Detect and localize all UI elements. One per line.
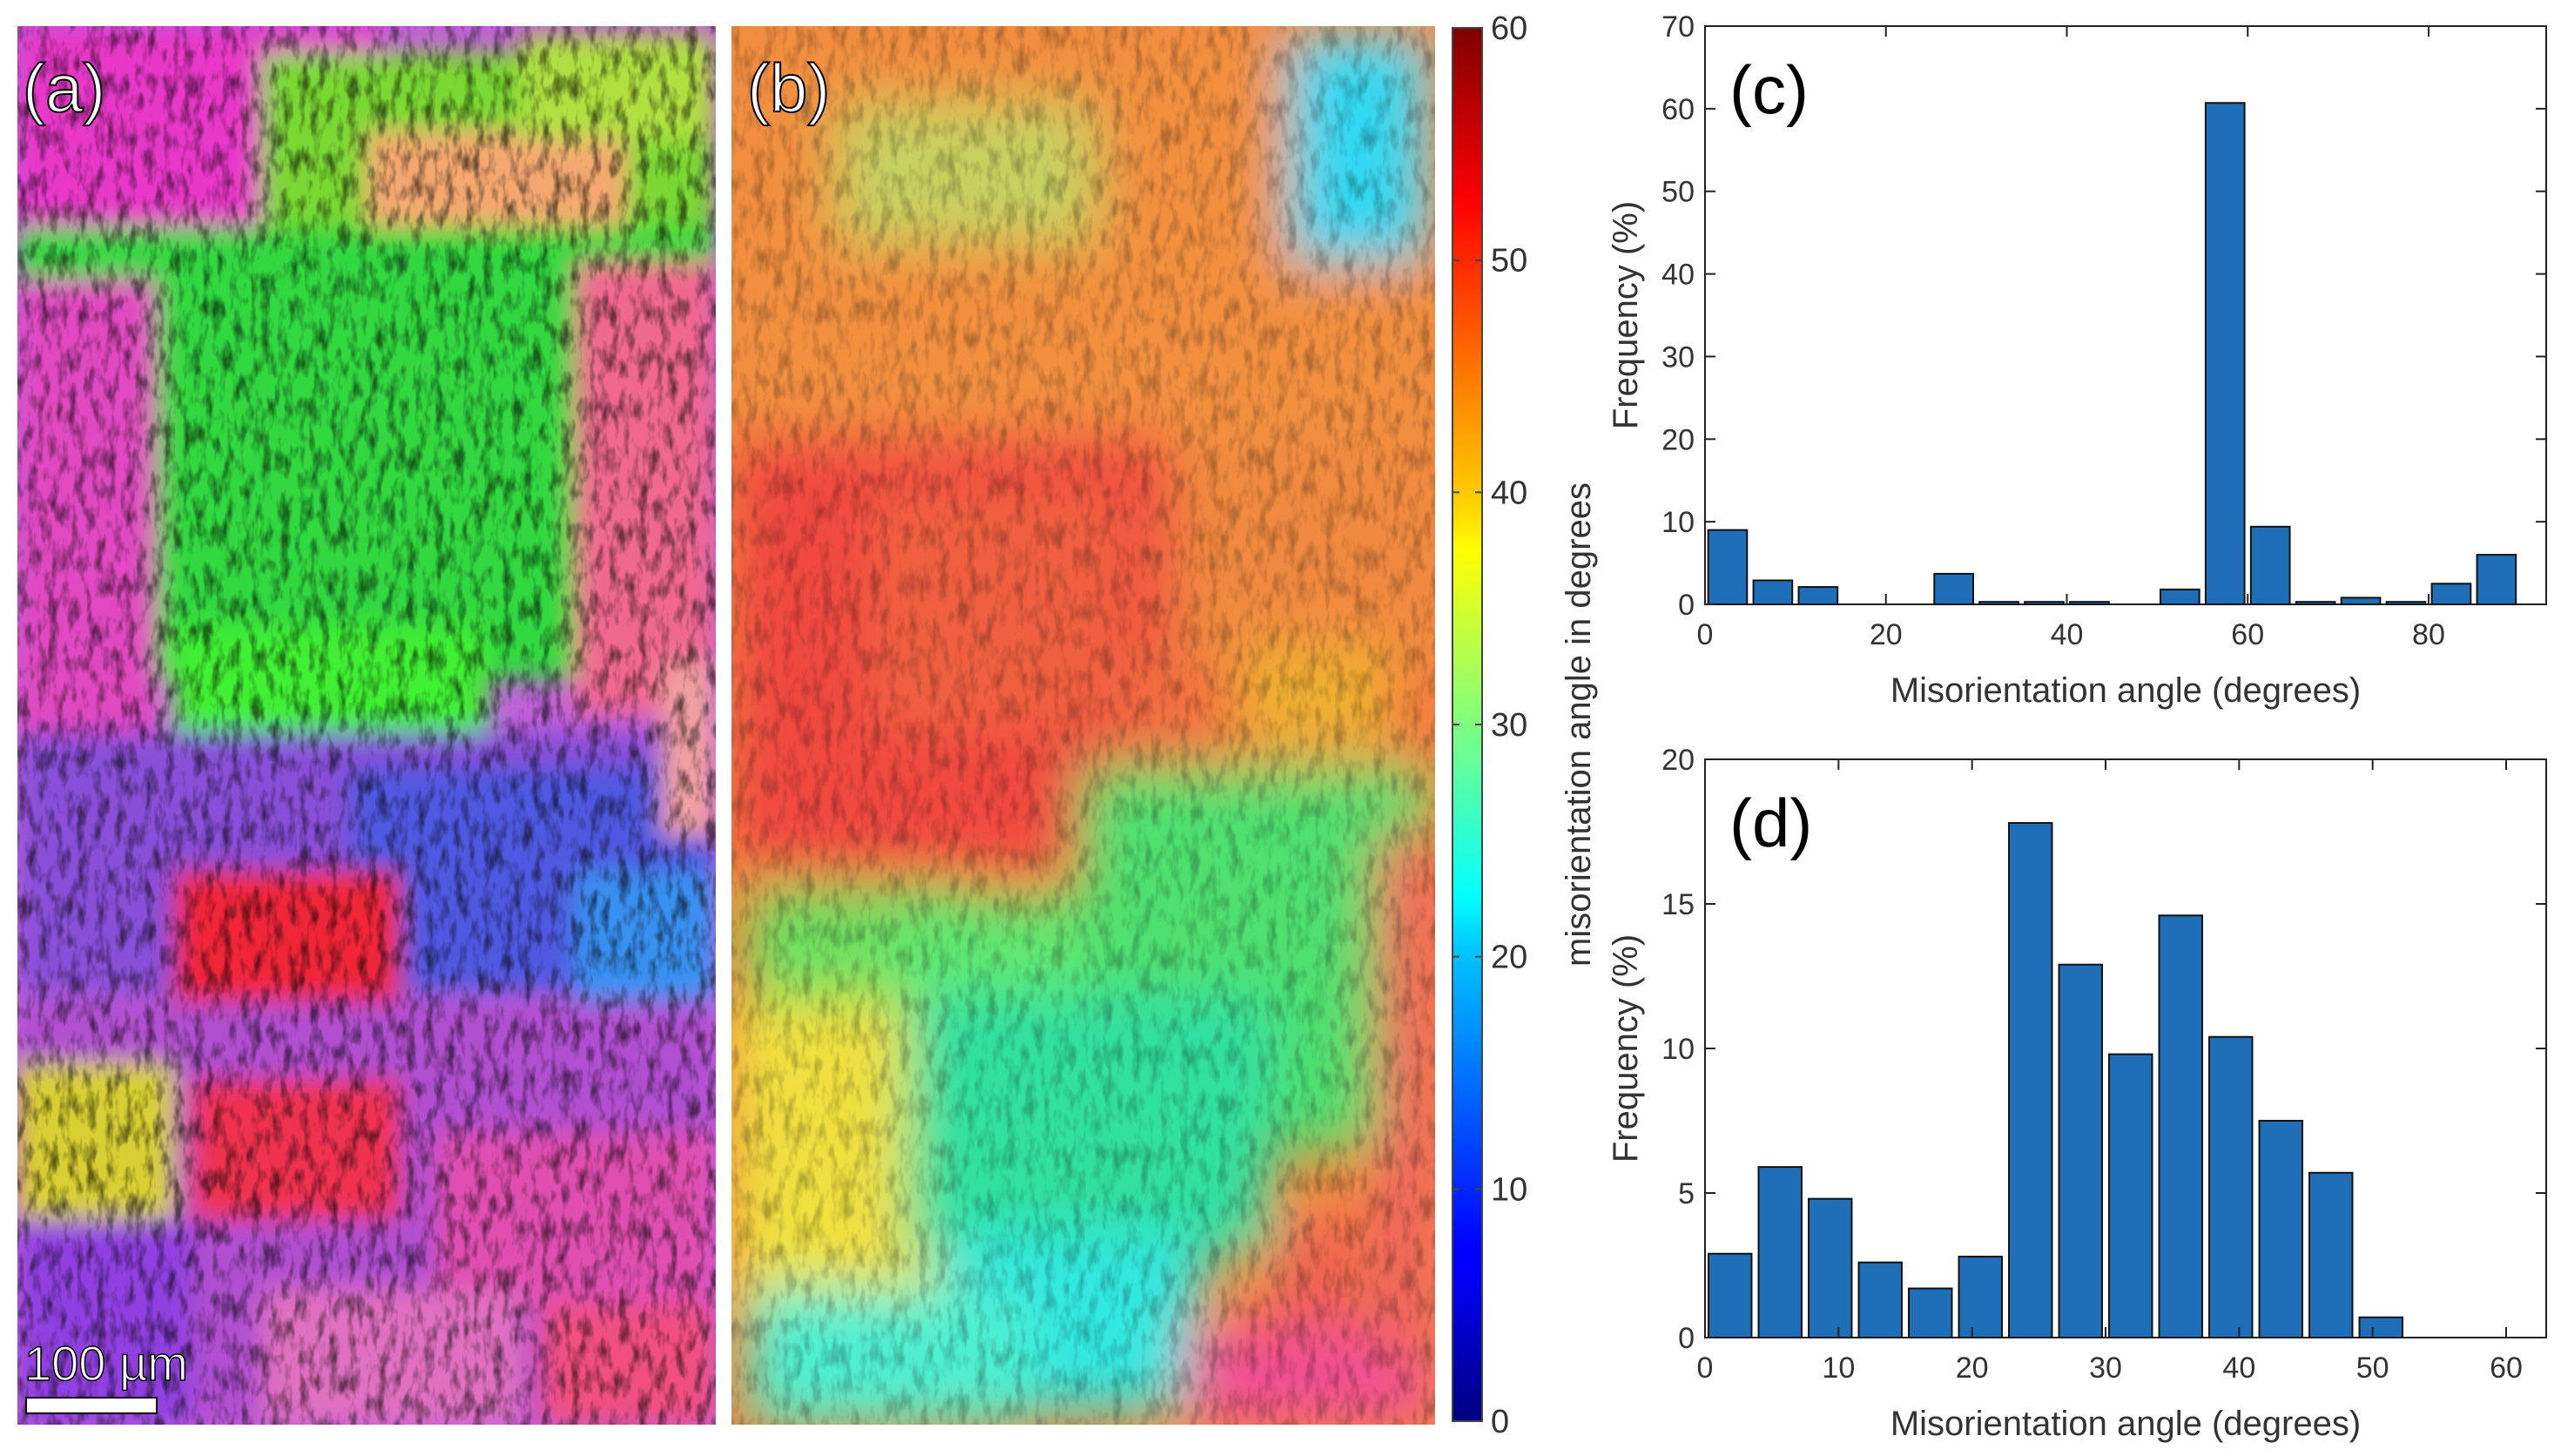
colorbar-label: misorientation angle in degrees xyxy=(1560,482,1598,967)
histogram-bar xyxy=(2024,601,2065,606)
scale-bar xyxy=(25,1397,158,1414)
histogram-c-ylabel: Frequency (%) xyxy=(1607,201,1645,429)
histogram-c-axes xyxy=(1704,25,2547,605)
histogram-c-bars xyxy=(1707,102,2517,606)
y-tick-label: 50 xyxy=(1661,176,1695,209)
histogram-bar xyxy=(2158,914,2203,1339)
histogram-d-bars xyxy=(1708,822,2403,1339)
x-tick-label: 80 xyxy=(2412,618,2445,651)
misorientation-map: (b) xyxy=(731,26,1435,1425)
histogram-bar xyxy=(1707,529,1749,606)
histogram-bar xyxy=(1857,1261,1903,1339)
histogram-bar xyxy=(2430,583,2472,605)
histogram-bar xyxy=(1797,586,1839,606)
y-tick-label: 5 xyxy=(1678,1177,1695,1210)
y-tick-label: 10 xyxy=(1661,506,1695,539)
x-tick-label: 40 xyxy=(2222,1352,2255,1385)
y-tick-label: 0 xyxy=(1678,1322,1695,1355)
histogram-d: 0 10 20 30 40 50 60 0 5 10 15 20 (d) Misorientation… xyxy=(1607,744,2547,1443)
histogram-c-ticks: 0 20 40 60 80 0 10 20 30 40 50 60 70 xyxy=(1661,10,2546,651)
y-tick-label: 30 xyxy=(1661,340,1695,374)
y-tick-label: 70 xyxy=(1661,10,1695,44)
x-tick-label: 10 xyxy=(1822,1352,1855,1385)
histogram-bar xyxy=(2204,102,2246,605)
y-tick-label: 20 xyxy=(1661,423,1695,456)
scale-bar-label: 100 µm xyxy=(24,1336,188,1391)
histogram-bar xyxy=(2249,525,2291,605)
panel-b-label: (b) xyxy=(747,50,830,126)
histogram-c-xlabel: Misorientation angle (degrees) xyxy=(1890,671,2361,710)
x-tick-label: 20 xyxy=(1956,1352,1989,1385)
x-tick-label: 50 xyxy=(2356,1352,2389,1385)
x-tick-label: 0 xyxy=(1697,1352,1714,1385)
x-tick-label: 40 xyxy=(2051,618,2084,651)
histogram-bar xyxy=(2385,601,2427,606)
histogram-d-ticks: 0 10 20 30 40 50 60 0 5 10 15 20 xyxy=(1661,744,2546,1385)
histogram-bar xyxy=(2358,1316,2403,1339)
x-tick-label: 60 xyxy=(2231,618,2264,651)
y-tick-label: 10 xyxy=(1661,1033,1695,1066)
colorbar-tick-label: 60 xyxy=(1491,10,1527,47)
colorbar-tick-label: 20 xyxy=(1491,940,1527,976)
panel-a-label: (a) xyxy=(23,50,105,126)
histogram-bar xyxy=(2258,1120,2303,1338)
histogram-c: 0 20 40 60 80 0 10 20 30 40 50 60 70 (c) Misorientat… xyxy=(1607,10,2547,710)
histogram-bar xyxy=(2308,1171,2354,1339)
histogram-bar xyxy=(2340,597,2382,606)
colorbar-tick-label: 0 xyxy=(1491,1404,1509,1440)
histogram-bar xyxy=(1978,601,2019,606)
colorbar: 0 10 20 30 40 50 60 misorientation angle in de… xyxy=(1452,10,1598,1440)
histogram-bar xyxy=(2295,601,2336,606)
y-tick-label: 15 xyxy=(1661,888,1695,921)
histogram-bar xyxy=(1958,1256,2003,1339)
colorbar-tick-label: 50 xyxy=(1491,243,1527,280)
histogram-d-ylabel: Frequency (%) xyxy=(1607,934,1645,1163)
y-tick-label: 40 xyxy=(1661,259,1695,292)
histogram-bar xyxy=(1708,1252,1753,1338)
x-tick-label: 20 xyxy=(1870,618,1903,651)
histogram-bar xyxy=(1752,579,1794,606)
histogram-bar xyxy=(1908,1287,1953,1339)
histogram-bar xyxy=(2008,822,2053,1338)
y-tick-label: 0 xyxy=(1678,589,1695,622)
panel-d-label: (d) xyxy=(1729,785,1812,861)
panel-c-label: (c) xyxy=(1729,51,1809,128)
histogram-bar xyxy=(2476,554,2517,605)
ebsd-orientation-map: (a) 100 µm xyxy=(17,26,716,1425)
y-tick-label: 20 xyxy=(1661,744,1695,777)
histogram-bar xyxy=(1933,572,1974,605)
histogram-bar xyxy=(2108,1053,2153,1338)
histogram-bar xyxy=(2159,588,2200,606)
histogram-bar xyxy=(2069,601,2110,606)
histogram-bar xyxy=(1757,1166,1803,1338)
colorbar-ticks: 0 10 20 30 40 50 60 xyxy=(1452,10,1527,1440)
x-tick-label: 60 xyxy=(2490,1352,2523,1385)
colorbar-tick-label: 30 xyxy=(1491,707,1527,744)
y-tick-label: 60 xyxy=(1661,93,1695,126)
histogram-bar xyxy=(2208,1035,2254,1338)
histogram-bar xyxy=(2058,963,2103,1338)
histogram-d-xlabel: Misorientation angle (degrees) xyxy=(1890,1405,2361,1443)
x-tick-label: 30 xyxy=(2089,1352,2122,1385)
histogram-bar xyxy=(1808,1197,1853,1339)
x-tick-label: 0 xyxy=(1697,618,1714,651)
colorbar-tick-label: 40 xyxy=(1491,475,1527,511)
colorbar-tick-label: 10 xyxy=(1491,1171,1527,1208)
